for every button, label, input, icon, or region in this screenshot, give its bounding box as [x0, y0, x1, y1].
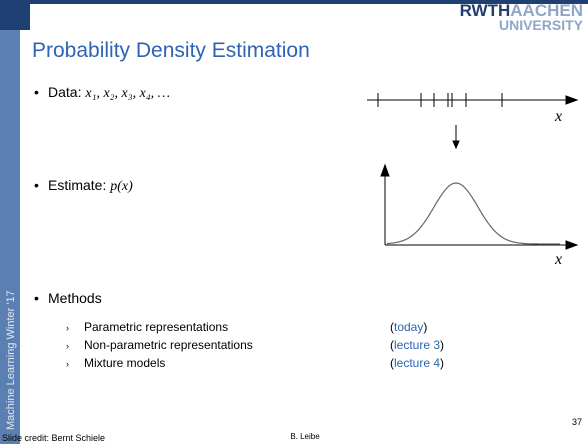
y-arrow-head	[380, 163, 390, 177]
paren: )	[423, 320, 427, 334]
density-curve	[386, 182, 560, 245]
method-note: (lecture 4)	[390, 356, 444, 370]
bullet-text: Data: x₁, x₂, x₃, x₄, …	[48, 84, 170, 101]
method-text: Mixture models	[84, 356, 165, 370]
bullet-text: Methods	[48, 290, 102, 306]
slide-title: Probability Density Estimation	[32, 39, 310, 62]
sub-bullet: ›	[66, 359, 69, 369]
diagram	[367, 93, 579, 250]
corner	[0, 0, 30, 30]
sidebar-bar	[0, 0, 20, 444]
axis-label: x	[554, 108, 562, 125]
paren: (	[390, 356, 394, 370]
down-arrow-head	[452, 140, 460, 150]
logo-bottom: UNIVERSITY	[499, 17, 584, 33]
note-link: lecture 4	[394, 356, 440, 370]
author: B. Leibe	[290, 432, 320, 441]
paren: (	[390, 320, 394, 334]
axis-label: x	[554, 251, 562, 268]
credit: Slide credit: Bernt Schiele	[2, 433, 105, 443]
top-bar	[0, 0, 588, 4]
data-ticks	[377, 93, 503, 107]
method-note: (lecture 3)	[390, 338, 444, 352]
sub-bullet: ›	[66, 323, 69, 333]
page-number: 37	[572, 417, 582, 427]
method-text: Non-parametric representations	[84, 338, 253, 352]
note-link: today	[394, 320, 423, 334]
sidebar-text: Machine Learning Winter '17	[5, 290, 17, 430]
bullet-dot: •	[34, 177, 39, 193]
paren: )	[440, 356, 444, 370]
logo-top: RWTHAACHEN	[460, 1, 583, 20]
bullet-dot: •	[34, 290, 39, 306]
sub-bullet: ›	[66, 341, 69, 351]
paren: )	[440, 338, 444, 352]
method-text: Parametric representations	[84, 320, 228, 334]
note-link: lecture 3	[394, 338, 440, 352]
bullet-dot: •	[34, 84, 39, 100]
method-note: (today)	[390, 320, 427, 334]
arrow-head	[565, 95, 579, 105]
x-arrow-head	[565, 240, 579, 250]
paren: (	[390, 338, 394, 352]
bullet-text: Estimate: p(x)	[48, 177, 133, 194]
